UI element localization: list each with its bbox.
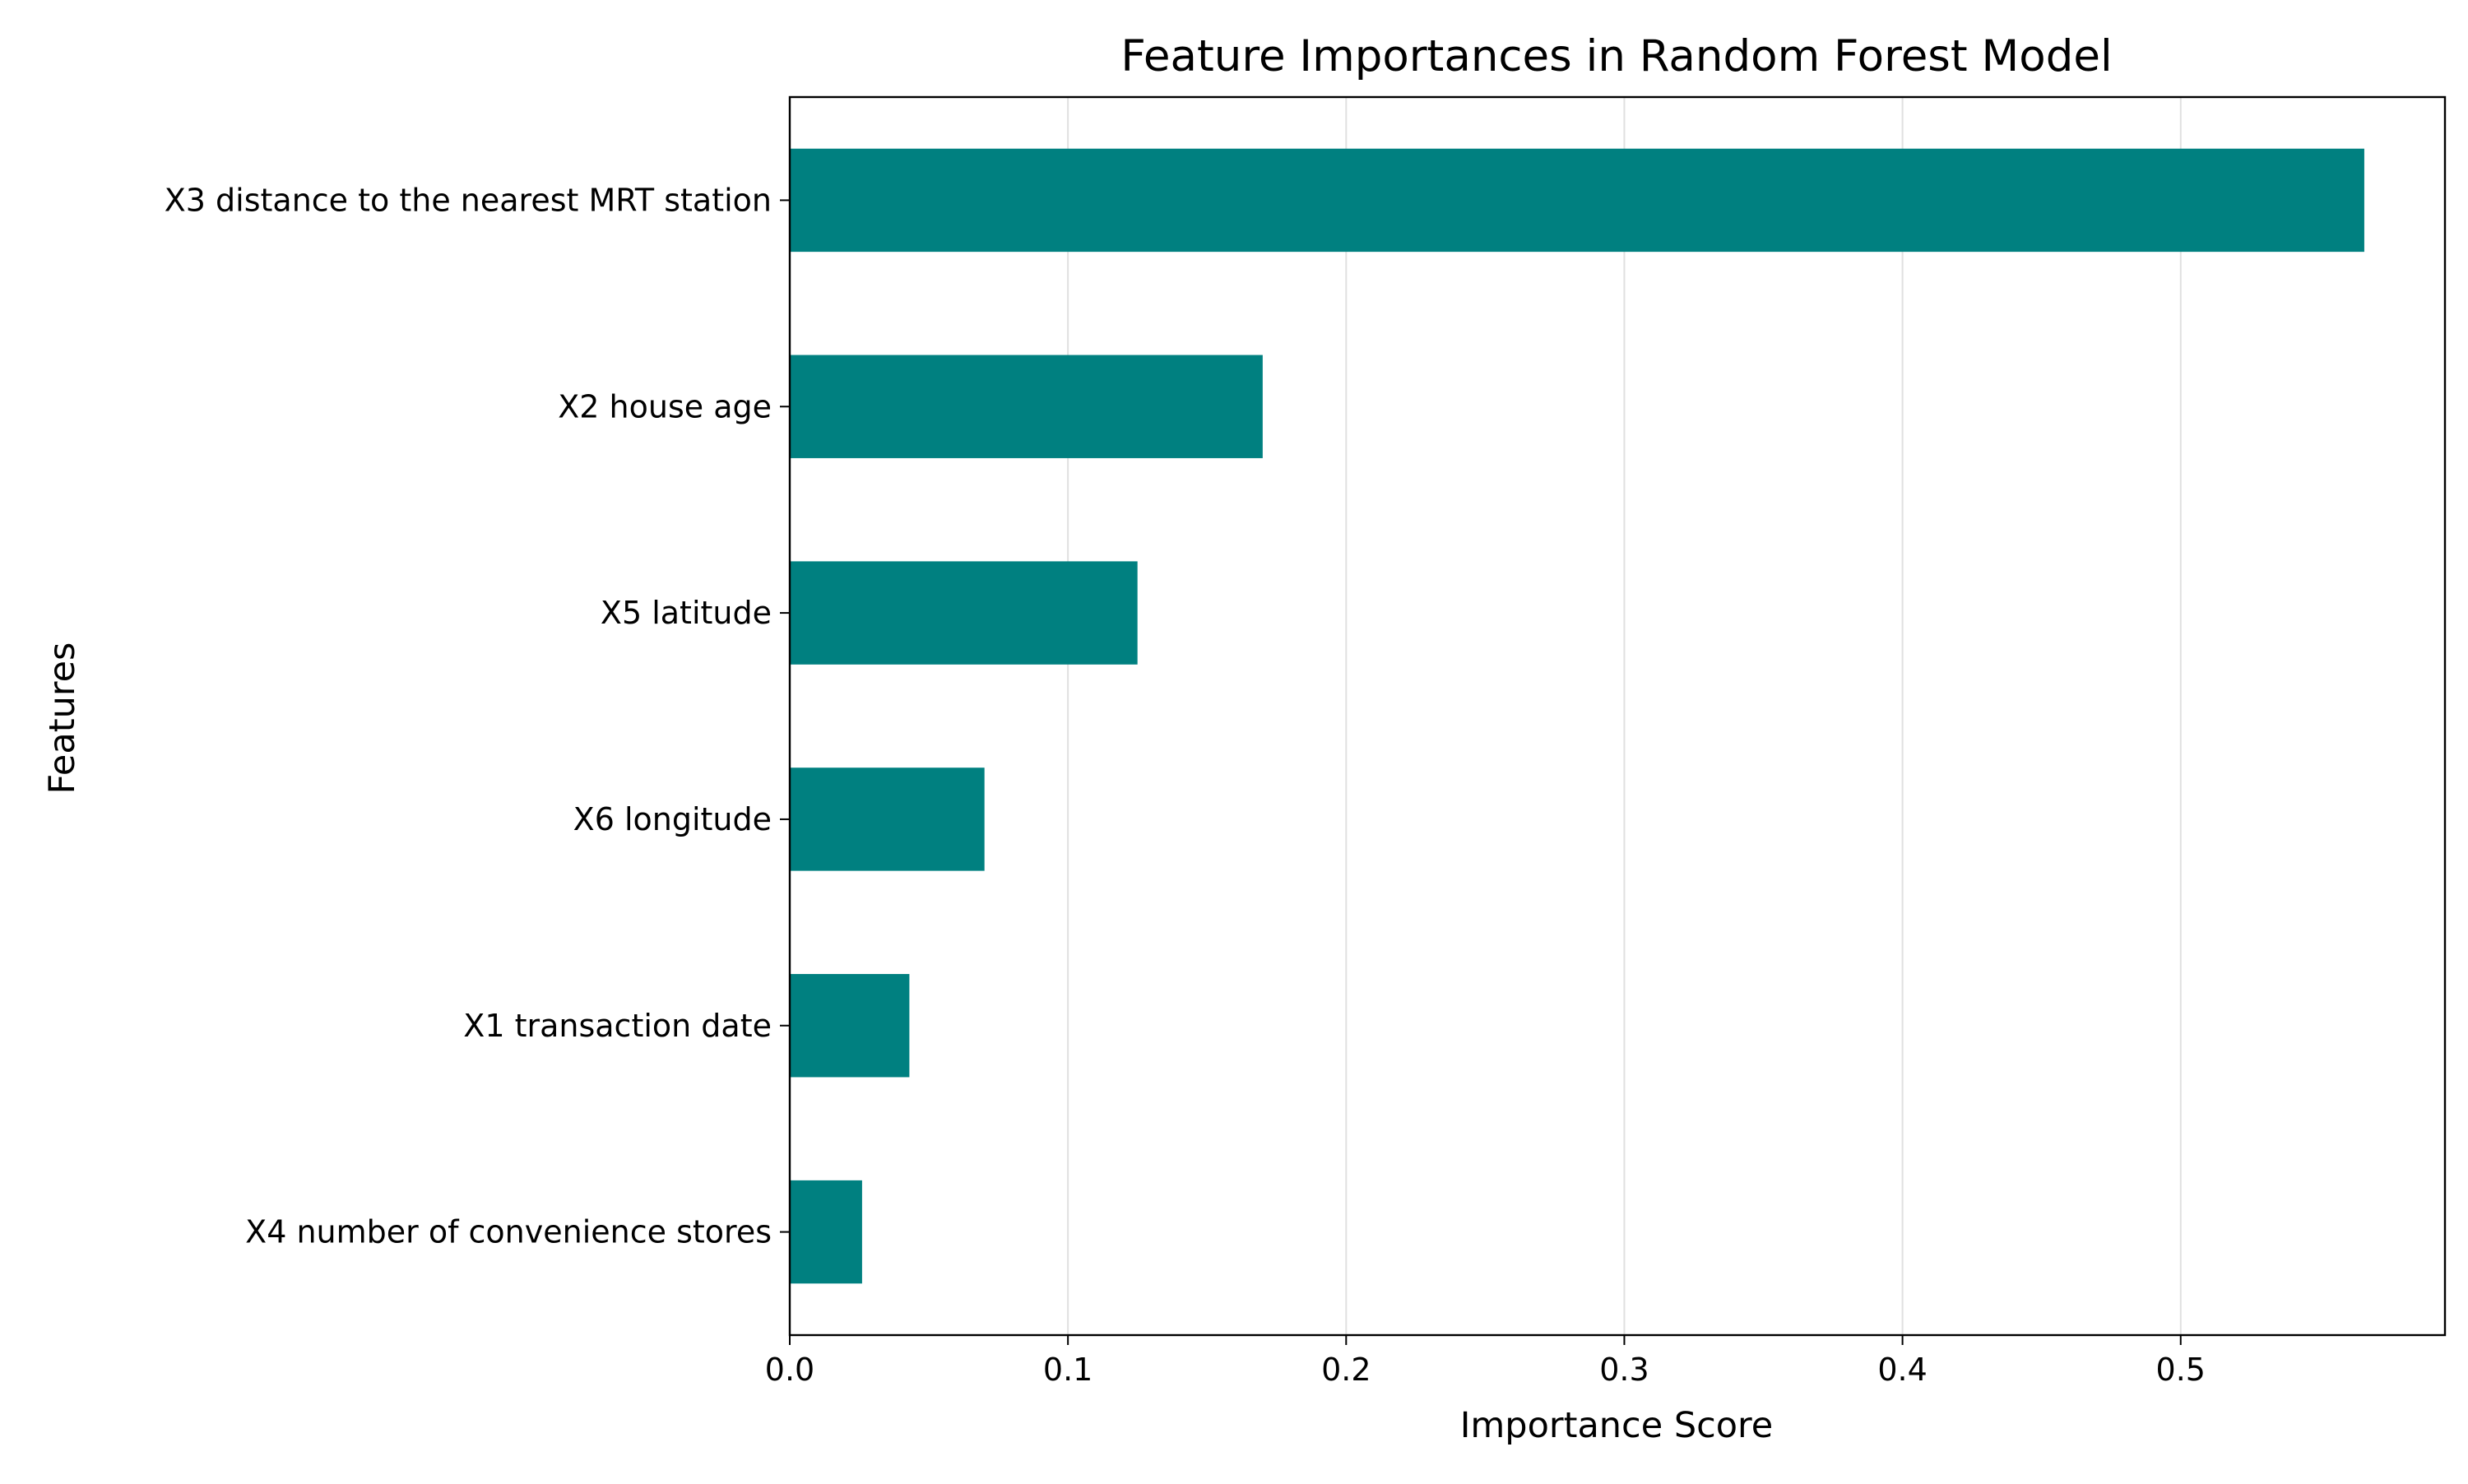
y-tick-label: X5 latitude bbox=[601, 595, 772, 631]
x-tick-label: 0.3 bbox=[1599, 1352, 1649, 1388]
bar bbox=[790, 1180, 862, 1284]
y-tick-label: X3 distance to the nearest MRT station bbox=[165, 182, 772, 218]
axes bbox=[780, 95, 2447, 1345]
tick-labels: X3 distance to the nearest MRT station X2… bbox=[165, 182, 2206, 1388]
bar bbox=[790, 148, 2364, 253]
bar bbox=[790, 974, 910, 1078]
chart-title: Feature Importances in Random Forest Mod… bbox=[1120, 31, 2112, 81]
y-tick-label: X1 transaction date bbox=[463, 1008, 772, 1044]
bar bbox=[790, 561, 1138, 665]
x-axis-label: Importance Score bbox=[1460, 1405, 1774, 1446]
bar bbox=[790, 355, 1263, 458]
bars bbox=[790, 148, 2364, 1284]
x-tick-label: 0.2 bbox=[1321, 1352, 1371, 1388]
y-tick-label: X4 number of convenience stores bbox=[245, 1214, 772, 1250]
bar bbox=[790, 768, 985, 871]
y-axis-label: Features bbox=[42, 642, 83, 795]
x-tick-label: 0.4 bbox=[1877, 1352, 1927, 1388]
x-tick-label: 0.5 bbox=[2156, 1352, 2206, 1388]
y-tick-label: X2 house age bbox=[558, 388, 772, 424]
x-tick-label: 0.1 bbox=[1043, 1352, 1093, 1388]
x-tick-label: 0.0 bbox=[765, 1352, 814, 1388]
plot-frame bbox=[788, 95, 2447, 1337]
grid-lines bbox=[1067, 97, 2182, 1335]
y-tick-label: X6 longitude bbox=[573, 801, 772, 837]
